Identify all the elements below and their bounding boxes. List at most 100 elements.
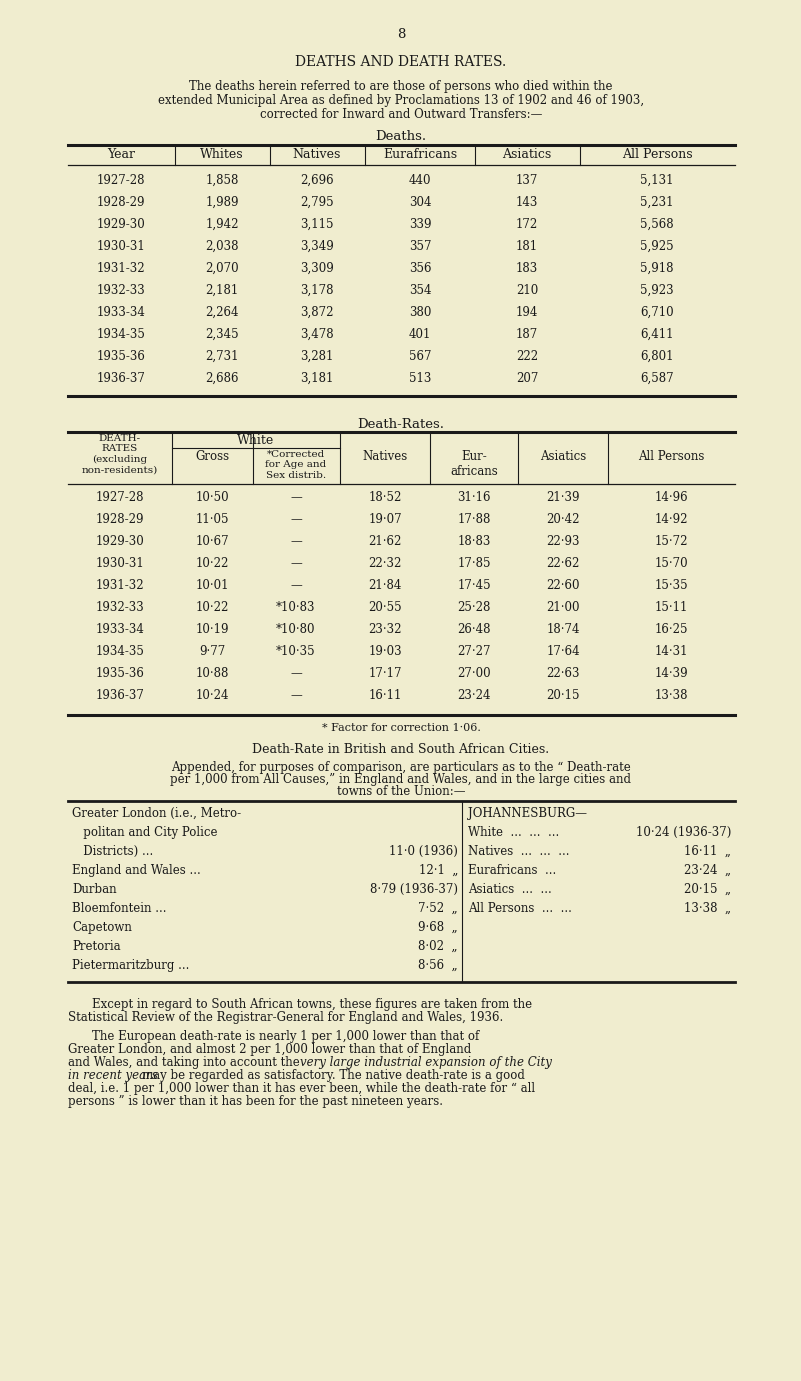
Text: 21·39: 21·39 xyxy=(546,492,580,504)
Text: Deaths.: Deaths. xyxy=(376,130,427,144)
Text: 8·79 (1936-37): 8·79 (1936-37) xyxy=(370,882,458,896)
Text: 1928-29: 1928-29 xyxy=(97,196,145,209)
Text: 20·15: 20·15 xyxy=(546,689,580,702)
Text: 2,795: 2,795 xyxy=(300,196,334,209)
Text: 17·64: 17·64 xyxy=(546,645,580,657)
Text: 2,731: 2,731 xyxy=(205,349,239,363)
Text: 5,918: 5,918 xyxy=(640,262,674,275)
Text: 8·02  „: 8·02 „ xyxy=(418,940,458,953)
Text: 2,264: 2,264 xyxy=(205,307,239,319)
Text: 440: 440 xyxy=(409,174,431,186)
Text: 210: 210 xyxy=(516,284,538,297)
Text: 11·05: 11·05 xyxy=(195,512,229,526)
Text: —: — xyxy=(290,579,302,592)
Text: politan and City Police: politan and City Police xyxy=(72,826,218,840)
Text: 5,923: 5,923 xyxy=(640,284,674,297)
Text: 6,411: 6,411 xyxy=(640,329,674,341)
Text: White: White xyxy=(237,434,275,447)
Text: 14·96: 14·96 xyxy=(654,492,688,504)
Text: Greater London, and almost 2 per 1,000 lower than that of England: Greater London, and almost 2 per 1,000 l… xyxy=(68,1043,471,1056)
Text: 15·70: 15·70 xyxy=(654,557,688,570)
Text: 31·16: 31·16 xyxy=(457,492,491,504)
Text: 1933-34: 1933-34 xyxy=(97,307,146,319)
Text: 1935-36: 1935-36 xyxy=(95,667,144,679)
Text: White  ...  ...  ...: White ... ... ... xyxy=(468,826,559,840)
Text: 20·55: 20·55 xyxy=(368,601,402,615)
Text: 1934-35: 1934-35 xyxy=(97,329,146,341)
Text: 304: 304 xyxy=(409,196,431,209)
Text: 6,587: 6,587 xyxy=(640,371,674,385)
Text: corrected for Inward and Outward Transfers:—: corrected for Inward and Outward Transfe… xyxy=(260,108,542,122)
Text: —: — xyxy=(290,667,302,679)
Text: All Persons: All Persons xyxy=(638,450,704,463)
Text: 187: 187 xyxy=(516,329,538,341)
Text: 356: 356 xyxy=(409,262,431,275)
Text: England and Wales ...: England and Wales ... xyxy=(72,865,201,877)
Text: persons ” is lower than it has been for the past nineteen years.: persons ” is lower than it has been for … xyxy=(68,1095,443,1108)
Text: 15·11: 15·11 xyxy=(654,601,688,615)
Text: 1934-35: 1934-35 xyxy=(95,645,144,657)
Text: 3,872: 3,872 xyxy=(300,307,334,319)
Text: 2,686: 2,686 xyxy=(205,371,239,385)
Text: 10·50: 10·50 xyxy=(195,492,229,504)
Text: 22·32: 22·32 xyxy=(368,557,401,570)
Text: 143: 143 xyxy=(516,196,538,209)
Text: 137: 137 xyxy=(516,174,538,186)
Text: 26·48: 26·48 xyxy=(457,623,491,637)
Text: 1929-30: 1929-30 xyxy=(95,534,144,548)
Text: 1936-37: 1936-37 xyxy=(97,371,146,385)
Text: 3,181: 3,181 xyxy=(300,371,334,385)
Text: 2,070: 2,070 xyxy=(205,262,239,275)
Text: DEATH-
RATES
(excluding
non-residents): DEATH- RATES (excluding non-residents) xyxy=(82,434,158,474)
Text: 1927-28: 1927-28 xyxy=(96,492,144,504)
Text: —: — xyxy=(290,689,302,702)
Text: *10·83: *10·83 xyxy=(276,601,316,615)
Text: 3,281: 3,281 xyxy=(300,349,334,363)
Text: Gross: Gross xyxy=(195,450,229,463)
Text: Greater London (i.e., Metro-: Greater London (i.e., Metro- xyxy=(72,807,241,820)
Text: Natives: Natives xyxy=(362,450,408,463)
Text: 1935-36: 1935-36 xyxy=(97,349,146,363)
Text: 172: 172 xyxy=(516,218,538,231)
Text: The European death-rate is nearly 1 per 1,000 lower than that of: The European death-rate is nearly 1 per … xyxy=(92,1030,479,1043)
Text: 1931-32: 1931-32 xyxy=(97,262,145,275)
Text: 13·38: 13·38 xyxy=(654,689,688,702)
Text: 1936-37: 1936-37 xyxy=(95,689,144,702)
Text: 22·63: 22·63 xyxy=(546,667,580,679)
Text: 16·11: 16·11 xyxy=(368,689,401,702)
Text: 27·00: 27·00 xyxy=(457,667,491,679)
Text: 9·77: 9·77 xyxy=(199,645,225,657)
Text: Appended, for purposes of comparison, are particulars as to the “ Death-rate: Appended, for purposes of comparison, ar… xyxy=(171,761,631,773)
Text: Eurafricans: Eurafricans xyxy=(383,148,457,162)
Text: 12·1  „: 12·1 „ xyxy=(419,865,458,877)
Text: 19·03: 19·03 xyxy=(368,645,402,657)
Text: 22·62: 22·62 xyxy=(546,557,580,570)
Text: 22·93: 22·93 xyxy=(546,534,580,548)
Text: 18·52: 18·52 xyxy=(368,492,401,504)
Text: 401: 401 xyxy=(409,329,431,341)
Text: 2,345: 2,345 xyxy=(205,329,239,341)
Text: 10·24 (1936-37): 10·24 (1936-37) xyxy=(636,826,731,840)
Text: Asiatics: Asiatics xyxy=(540,450,586,463)
Text: per 1,000 from All Causes,” in England and Wales, and in the large cities and: per 1,000 from All Causes,” in England a… xyxy=(171,773,631,786)
Text: Pietermaritzburg ...: Pietermaritzburg ... xyxy=(72,958,189,972)
Text: —: — xyxy=(290,557,302,570)
Text: 339: 339 xyxy=(409,218,431,231)
Text: 1930-31: 1930-31 xyxy=(97,240,145,253)
Text: towns of the Union:—: towns of the Union:— xyxy=(336,784,465,798)
Text: * Factor for correction 1·06.: * Factor for correction 1·06. xyxy=(321,724,481,733)
Text: 21·84: 21·84 xyxy=(368,579,401,592)
Text: 5,568: 5,568 xyxy=(640,218,674,231)
Text: 23·24  „: 23·24 „ xyxy=(684,865,731,877)
Text: 3,178: 3,178 xyxy=(300,284,334,297)
Text: Districts) ...: Districts) ... xyxy=(72,845,153,858)
Text: in recent years: in recent years xyxy=(68,1069,162,1081)
Text: 18·74: 18·74 xyxy=(546,623,580,637)
Text: 3,309: 3,309 xyxy=(300,262,334,275)
Text: 354: 354 xyxy=(409,284,431,297)
Text: 17·88: 17·88 xyxy=(457,512,491,526)
Text: 1927-28: 1927-28 xyxy=(97,174,145,186)
Text: 10·67: 10·67 xyxy=(195,534,229,548)
Text: 1931-32: 1931-32 xyxy=(95,579,144,592)
Text: Whites: Whites xyxy=(200,148,244,162)
